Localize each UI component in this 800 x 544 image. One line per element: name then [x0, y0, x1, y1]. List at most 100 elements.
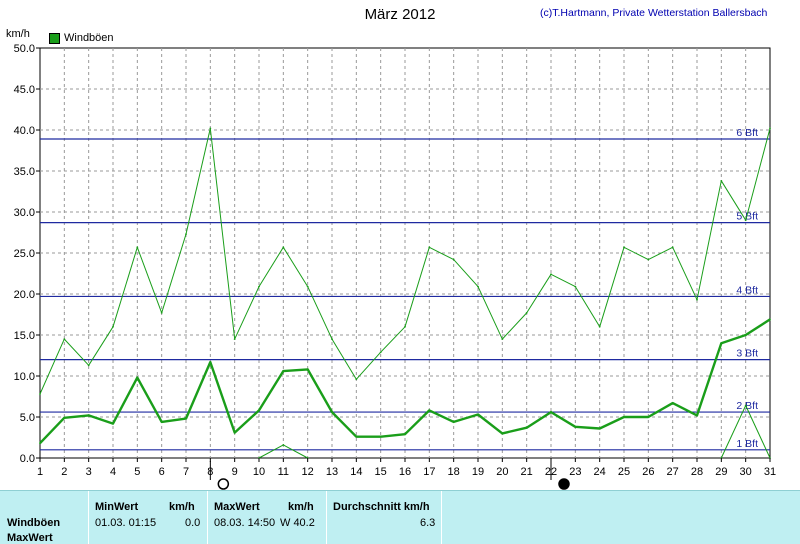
data-point-max: [404, 325, 406, 328]
data-point-average: [623, 416, 625, 418]
stats-avg-cell: Durchschnitt km/h 6.3: [326, 491, 441, 544]
data-point-max: [720, 179, 723, 182]
data-point-max: [160, 311, 163, 314]
data-point-average: [233, 431, 236, 434]
data-point-max: [63, 338, 66, 340]
data-point-average: [671, 402, 674, 404]
x-tick-label: 16: [399, 466, 411, 478]
data-point-max: [185, 233, 187, 236]
data-point-max: [428, 246, 431, 249]
data-point-max: [696, 298, 698, 301]
data-point-average: [87, 414, 90, 417]
beaufort-lines: 1 Bft 2 Bft 3 Bft 4 Bft 5 Bft 6 Bft: [40, 127, 770, 451]
axes-layer: 1234567891011121314151617181920212223242…: [14, 43, 777, 478]
stats-max-cell: MaxWert km/h 08.03. 14:50 W 40.2: [207, 491, 326, 544]
moon-layer: [209, 461, 570, 490]
x-tick-label: 26: [642, 466, 654, 478]
data-point-average: [550, 411, 552, 413]
data-point-average: [355, 435, 358, 438]
stats-avg-header: Durchschnitt km/h: [333, 501, 430, 513]
data-point-average: [501, 432, 504, 435]
data-point-average: [209, 361, 212, 363]
x-tick-label: 25: [618, 466, 630, 478]
beaufort-label: 5 Bft: [736, 211, 758, 223]
y-tick-label: 30.0: [14, 207, 35, 219]
y-tick-label: 25.0: [14, 248, 35, 260]
data-point-average: [185, 417, 187, 420]
data-point-max: [671, 246, 674, 249]
x-tick-label: 31: [764, 466, 776, 478]
y-tick-label: 40.0: [14, 125, 35, 137]
x-tick-label: 2: [61, 466, 67, 478]
x-tick-label: 21: [521, 466, 533, 478]
x-tick-label: 23: [569, 466, 581, 478]
credit-text: (c)T.Hartmann, Private Wetterstation Bal…: [540, 7, 768, 19]
y-tick-label: 15.0: [14, 330, 35, 342]
series-layer: [39, 127, 771, 459]
data-point-average: [720, 342, 723, 345]
data-point-average: [428, 409, 431, 412]
data-point-max: [306, 285, 309, 288]
data-point-max: [525, 311, 528, 314]
x-tick-label: 19: [472, 466, 484, 478]
data-point-max: [477, 285, 479, 288]
data-point-max: [598, 325, 601, 328]
x-tick-label: 1: [37, 466, 43, 478]
data-point-average: [379, 435, 382, 438]
y-tick-label: 0.0: [20, 453, 35, 465]
data-point-max: [87, 364, 90, 367]
x-tick-label: 6: [159, 466, 165, 478]
x-tick-label: 14: [350, 466, 362, 478]
stats-min-unit: km/h: [169, 501, 195, 513]
data-point-max: [233, 338, 236, 340]
stats-min-header: MinWert: [95, 501, 139, 513]
grid: [40, 48, 770, 458]
data-point-average: [306, 368, 309, 371]
data-point-average: [404, 433, 406, 436]
stats-row-label-maxwert: MaxWert: [7, 532, 53, 544]
y-tick-label: 50.0: [14, 43, 35, 55]
stats-max-unit: km/h: [288, 501, 314, 513]
stats-row-label-windboeen: Windböen: [7, 517, 61, 529]
beaufort-label: 6 Bft: [736, 127, 758, 139]
full-moon-icon: [217, 478, 230, 490]
x-tick-label: 10: [253, 466, 265, 478]
y-tick-label: 5.0: [20, 412, 35, 424]
data-point-max: [623, 246, 625, 249]
data-point-max: [112, 325, 114, 328]
data-point-average: [331, 411, 333, 413]
data-point-max: [744, 219, 747, 222]
data-point-average: [112, 422, 114, 425]
data-point-min: [744, 404, 747, 407]
data-point-average: [769, 318, 771, 321]
beaufort-label: 4 Bft: [736, 284, 758, 296]
data-point-average: [696, 414, 698, 417]
x-tick-label: 15: [375, 466, 387, 478]
stats-min-value: 0.0: [185, 517, 201, 529]
data-point-max: [136, 246, 139, 249]
y-tick-label: 10.0: [14, 371, 35, 383]
x-tick-label: 5: [134, 466, 140, 478]
chart-title: März 2012: [364, 6, 436, 23]
data-point-average: [744, 334, 747, 336]
data-point-average: [39, 442, 41, 445]
legend: Windböen: [49, 32, 114, 44]
data-point-max: [39, 393, 41, 395]
x-tick-label: 12: [302, 466, 314, 478]
data-point-max: [769, 127, 771, 130]
data-point-max: [501, 338, 504, 340]
x-tick-label: 27: [667, 466, 679, 478]
x-tick-label: 17: [423, 466, 435, 478]
data-point-average: [258, 409, 260, 412]
legend-label: Windböen: [64, 32, 114, 44]
data-point-max: [209, 127, 212, 130]
data-point-max: [647, 258, 650, 261]
stats-avg-value: 6.3: [420, 517, 436, 529]
y-axis-unit: km/h: [6, 28, 30, 40]
data-point-average: [136, 376, 139, 379]
x-tick-label: 9: [232, 466, 238, 478]
stats-min-time: 01.03. 01:15: [95, 517, 157, 529]
x-tick-label: 13: [326, 466, 338, 478]
y-tick-label: 20.0: [14, 289, 35, 301]
